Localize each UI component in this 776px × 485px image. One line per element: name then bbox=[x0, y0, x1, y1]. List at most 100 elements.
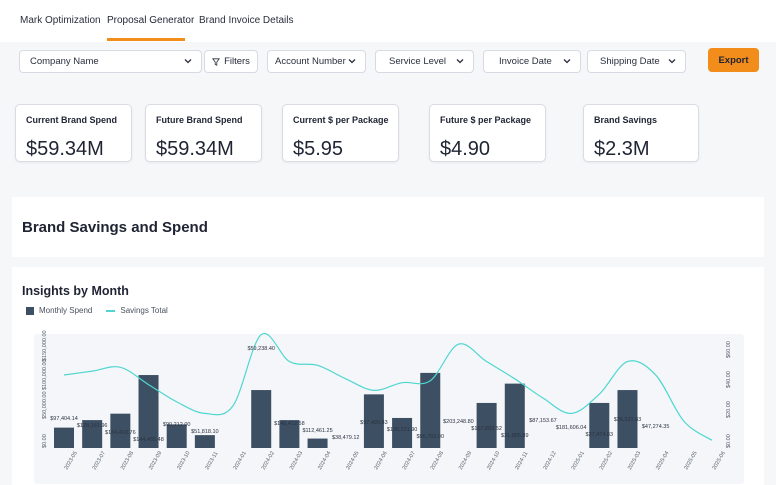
x-axis-tick-label: 2025-01 bbox=[571, 451, 586, 471]
filter-icon bbox=[212, 57, 221, 66]
legend-swatch-savings-total bbox=[106, 309, 116, 312]
export-button[interactable]: Export bbox=[708, 48, 759, 72]
x-axis-tick-label: 2023-08 bbox=[120, 451, 135, 471]
data-label: $38,479.12 bbox=[332, 435, 360, 441]
x-axis-tick-label: 2024-08 bbox=[430, 451, 445, 471]
x-axis-tick-label: 2024-05 bbox=[345, 451, 360, 471]
bar bbox=[617, 390, 638, 448]
y2-axis-tick-label: $0.00 bbox=[726, 434, 732, 448]
kpi-future-brand-spend: Future Brand Spend $59.34M bbox=[145, 104, 262, 162]
page-gutter-right bbox=[764, 197, 776, 485]
kpi-future-per-package: Future $ per Package $4.90 bbox=[429, 104, 546, 162]
bar bbox=[110, 413, 131, 448]
data-label: $181,606.04 bbox=[556, 425, 587, 431]
x-axis-tick-label: 2024-10 bbox=[486, 451, 501, 471]
kpi-current-brand-spend: Current Brand Spend $59.34M bbox=[15, 104, 132, 162]
data-label: $96,763.00 bbox=[416, 434, 444, 440]
y2-axis-tick-label: $20.00 bbox=[726, 401, 732, 418]
data-label: $59,238.40 bbox=[247, 346, 275, 352]
kpi-label: Future Brand Spend bbox=[156, 115, 243, 125]
data-label: $97,489.83 bbox=[360, 420, 388, 426]
chart-title: Insights by Month bbox=[22, 284, 129, 298]
legend-label-savings-total: Savings Total bbox=[120, 306, 168, 315]
x-axis-tick-label: 2025-06 bbox=[712, 451, 727, 471]
x-axis-tick-label: 2024-06 bbox=[373, 451, 388, 471]
data-label: $47,274.35 bbox=[642, 424, 670, 430]
legend-swatch-monthly-spend bbox=[26, 306, 34, 315]
bar bbox=[279, 420, 300, 448]
x-axis-tick-label: 2023-10 bbox=[176, 451, 191, 471]
kpi-label: Current Brand Spend bbox=[26, 115, 118, 125]
chevron-down-icon bbox=[456, 59, 464, 64]
kpi-label: Brand Savings bbox=[594, 115, 658, 125]
x-axis-tick-label: 2023-07 bbox=[92, 451, 107, 471]
chevron-down-icon bbox=[348, 59, 356, 64]
data-label: $97,404.14 bbox=[50, 416, 78, 422]
y-axis-tick-label: $150,000.00 bbox=[42, 330, 48, 361]
x-axis-tick-label: 2025-02 bbox=[599, 451, 614, 471]
shipping-date-select[interactable]: Shipping Date bbox=[587, 50, 686, 73]
x-axis-tick-label: 2024-07 bbox=[402, 451, 417, 471]
kpi-value: $59.34M bbox=[26, 138, 104, 160]
chevron-down-icon bbox=[563, 59, 571, 64]
data-label: $87,153.67 bbox=[529, 418, 557, 424]
account-number-select[interactable]: Account Number bbox=[267, 50, 366, 73]
kpi-label: Future $ per Package bbox=[440, 115, 532, 125]
data-label: $128,161.96 bbox=[77, 423, 108, 429]
y2-axis-tick-label: $60.00 bbox=[726, 341, 732, 358]
filters-label: Filters bbox=[224, 56, 250, 67]
bar bbox=[420, 372, 441, 448]
data-label: $21,885.89 bbox=[501, 433, 529, 439]
company-name-select[interactable]: Company Name bbox=[19, 50, 202, 73]
service-level-select[interactable]: Service Level bbox=[375, 50, 474, 73]
bar bbox=[138, 375, 159, 448]
bar bbox=[476, 402, 497, 448]
kpi-value: $5.95 bbox=[293, 138, 344, 160]
active-tab-indicator bbox=[107, 38, 185, 41]
bar bbox=[166, 424, 187, 448]
invoice-date-select[interactable]: Invoice Date bbox=[483, 50, 581, 73]
tab-proposal-generator[interactable]: Proposal Generator bbox=[107, 15, 195, 26]
savings-total-line bbox=[63, 332, 713, 441]
bar bbox=[82, 420, 103, 448]
kpi-current-per-package: Current $ per Package $5.95 bbox=[282, 104, 399, 162]
legend-label-monthly-spend: Monthly Spend bbox=[39, 306, 93, 315]
data-label: $37,474.83 bbox=[586, 432, 614, 438]
y2-axis-tick-label: $40.00 bbox=[726, 371, 732, 388]
x-axis-tick-label: 2023-05 bbox=[64, 451, 79, 471]
y-axis-tick-label: $100,000.00 bbox=[42, 359, 48, 390]
bar bbox=[392, 417, 413, 448]
account-number-label: Account Number bbox=[275, 56, 346, 67]
data-label: $112,461.25 bbox=[302, 428, 332, 434]
data-label: $146,412.58 bbox=[274, 421, 305, 427]
data-label: $203,248.80 bbox=[443, 419, 474, 425]
invoice-date-label: Invoice Date bbox=[499, 56, 552, 67]
x-axis-tick-label: 2025-04 bbox=[655, 451, 670, 471]
bar bbox=[307, 438, 328, 448]
kpi-brand-savings: Brand Savings $2.3M bbox=[583, 104, 699, 162]
x-axis-tick-label: 2023-09 bbox=[148, 451, 163, 471]
kpi-value: $59.34M bbox=[156, 138, 234, 160]
x-axis-tick-label: 2025-05 bbox=[683, 451, 698, 471]
tab-brand-invoice-details[interactable]: Brand Invoice Details bbox=[199, 15, 294, 26]
data-label: $184,403.76 bbox=[105, 430, 136, 436]
y-axis-tick-label: $0.00 bbox=[42, 434, 48, 448]
kpi-value: $4.90 bbox=[440, 138, 491, 160]
x-axis-tick-label: 2024-03 bbox=[289, 451, 304, 471]
x-axis-tick-label: 2023-11 bbox=[204, 451, 219, 471]
x-axis-tick-label: 2024-02 bbox=[261, 451, 276, 471]
section-title: Brand Savings and Spend bbox=[22, 219, 208, 236]
x-axis-tick-label: 2024-11 bbox=[514, 451, 529, 471]
filters-button[interactable]: Filters bbox=[204, 50, 258, 73]
bar bbox=[251, 390, 272, 448]
data-label: $144,485.48 bbox=[133, 437, 164, 443]
bar bbox=[363, 394, 384, 448]
tab-mark-optimization[interactable]: Mark Optimization bbox=[20, 15, 101, 26]
service-level-label: Service Level bbox=[389, 56, 447, 67]
page-gutter-left bbox=[0, 197, 12, 485]
x-axis-tick-label: 2025-03 bbox=[627, 451, 642, 471]
data-label: $135,221.90 bbox=[387, 427, 418, 433]
x-axis-tick-label: 2024-12 bbox=[542, 451, 557, 471]
brand-savings-section: Brand Savings and Spend bbox=[12, 197, 764, 257]
